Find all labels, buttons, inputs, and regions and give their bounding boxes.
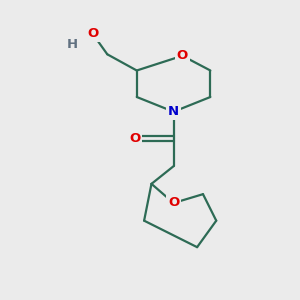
Text: N: N <box>168 105 179 118</box>
Text: O: O <box>130 132 141 145</box>
Text: H: H <box>66 38 77 50</box>
Text: O: O <box>168 196 179 209</box>
Text: O: O <box>87 27 98 40</box>
Text: O: O <box>177 49 188 62</box>
